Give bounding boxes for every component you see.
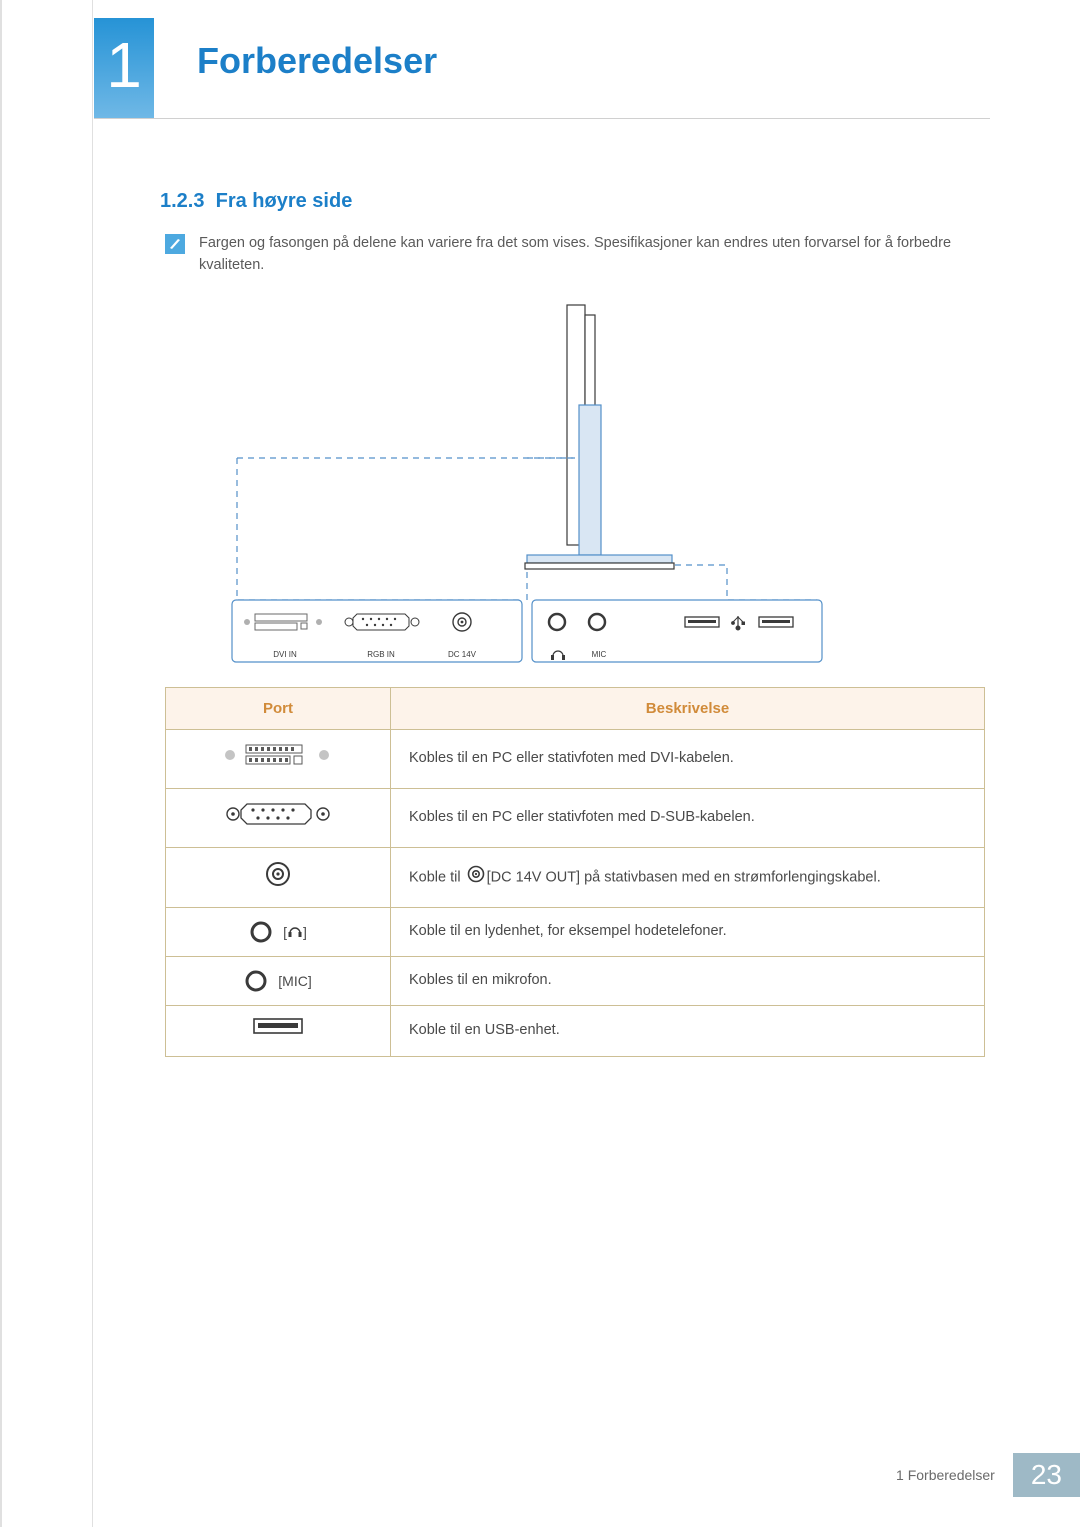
diagram-label-dvi: DVI IN xyxy=(273,650,297,659)
dvi-port-icon xyxy=(218,742,338,768)
chapter-tab: 1 xyxy=(94,18,154,118)
table-row: Kobles til en PC eller stativfoten med D… xyxy=(166,730,985,789)
table-desc: Kobles til en PC eller stativfoten med D… xyxy=(391,788,985,847)
desc-before: Koble til xyxy=(409,869,465,885)
desc-after: [DC 14V OUT] på stativbasen med en strøm… xyxy=(487,869,881,885)
usb-port-icon xyxy=(253,1018,303,1036)
table-row: [MIC] Kobles til en mikrofon. xyxy=(166,957,985,1006)
dc-port-icon xyxy=(264,860,292,888)
dc-inline-icon xyxy=(467,865,485,891)
footer-page-number: 23 xyxy=(1013,1453,1080,1497)
table-desc: Koble til en lydenhet, for eksempel hode… xyxy=(391,908,985,957)
port-cell-dvi xyxy=(166,730,391,789)
dsub-port-icon xyxy=(223,801,333,827)
chapter-number: 1 xyxy=(106,28,142,102)
table-desc: Koble til en USB-enhet. xyxy=(391,1006,985,1057)
table-desc: Kobles til en PC eller stativfoten med D… xyxy=(391,730,985,789)
chapter-title: Forberedelser xyxy=(197,40,437,82)
port-cell-mic: [MIC] xyxy=(166,957,391,1006)
section-number: 1.2.3 xyxy=(160,190,204,212)
table-desc: Kobles til en mikrofon. xyxy=(391,957,985,1006)
port-description-table: Port Beskrivelse xyxy=(165,687,985,1057)
page-footer: 1 Forberedelser 23 xyxy=(896,1453,1080,1497)
table-row: Koble til [DC 14V OUT] på stativbasen me… xyxy=(166,847,985,908)
mic-port-icon xyxy=(244,969,268,993)
headphone-port-icon xyxy=(249,920,273,944)
port-diagram: DVI IN RGB IN DC 14V xyxy=(227,300,827,670)
headphone-label: [] xyxy=(283,924,307,940)
table-row: [] Koble til en lydenhet, for eksempel h… xyxy=(166,908,985,957)
section-title: Fra høyre side xyxy=(216,190,353,212)
footer-chapter-label: 1 Forberedelser xyxy=(896,1453,1013,1497)
header-underline xyxy=(94,118,990,119)
diagram-label-mic: MIC xyxy=(592,650,607,659)
table-row: Kobles til en PC eller stativfoten med D… xyxy=(166,788,985,847)
port-cell-dsub xyxy=(166,788,391,847)
port-cell-usb xyxy=(166,1006,391,1057)
note-info-icon xyxy=(165,234,185,254)
note-text: Fargen og fasongen på delene kan variere… xyxy=(199,232,985,277)
mic-label: [MIC] xyxy=(278,973,311,989)
section-heading: 1.2.3 Fra høyre side xyxy=(160,190,352,213)
port-cell-headphone: [] xyxy=(166,908,391,957)
table-row: Koble til en USB-enhet. xyxy=(166,1006,985,1057)
table-header-desc: Beskrivelse xyxy=(391,688,985,730)
diagram-label-dc: DC 14V xyxy=(448,650,477,659)
diagram-label-rgb: RGB IN xyxy=(367,650,395,659)
table-header-port: Port xyxy=(166,688,391,730)
port-cell-dc xyxy=(166,847,391,908)
note-block: Fargen og fasongen på delene kan variere… xyxy=(165,232,985,277)
table-desc: Koble til [DC 14V OUT] på stativbasen me… xyxy=(391,847,985,908)
left-margin-line xyxy=(92,0,93,1527)
